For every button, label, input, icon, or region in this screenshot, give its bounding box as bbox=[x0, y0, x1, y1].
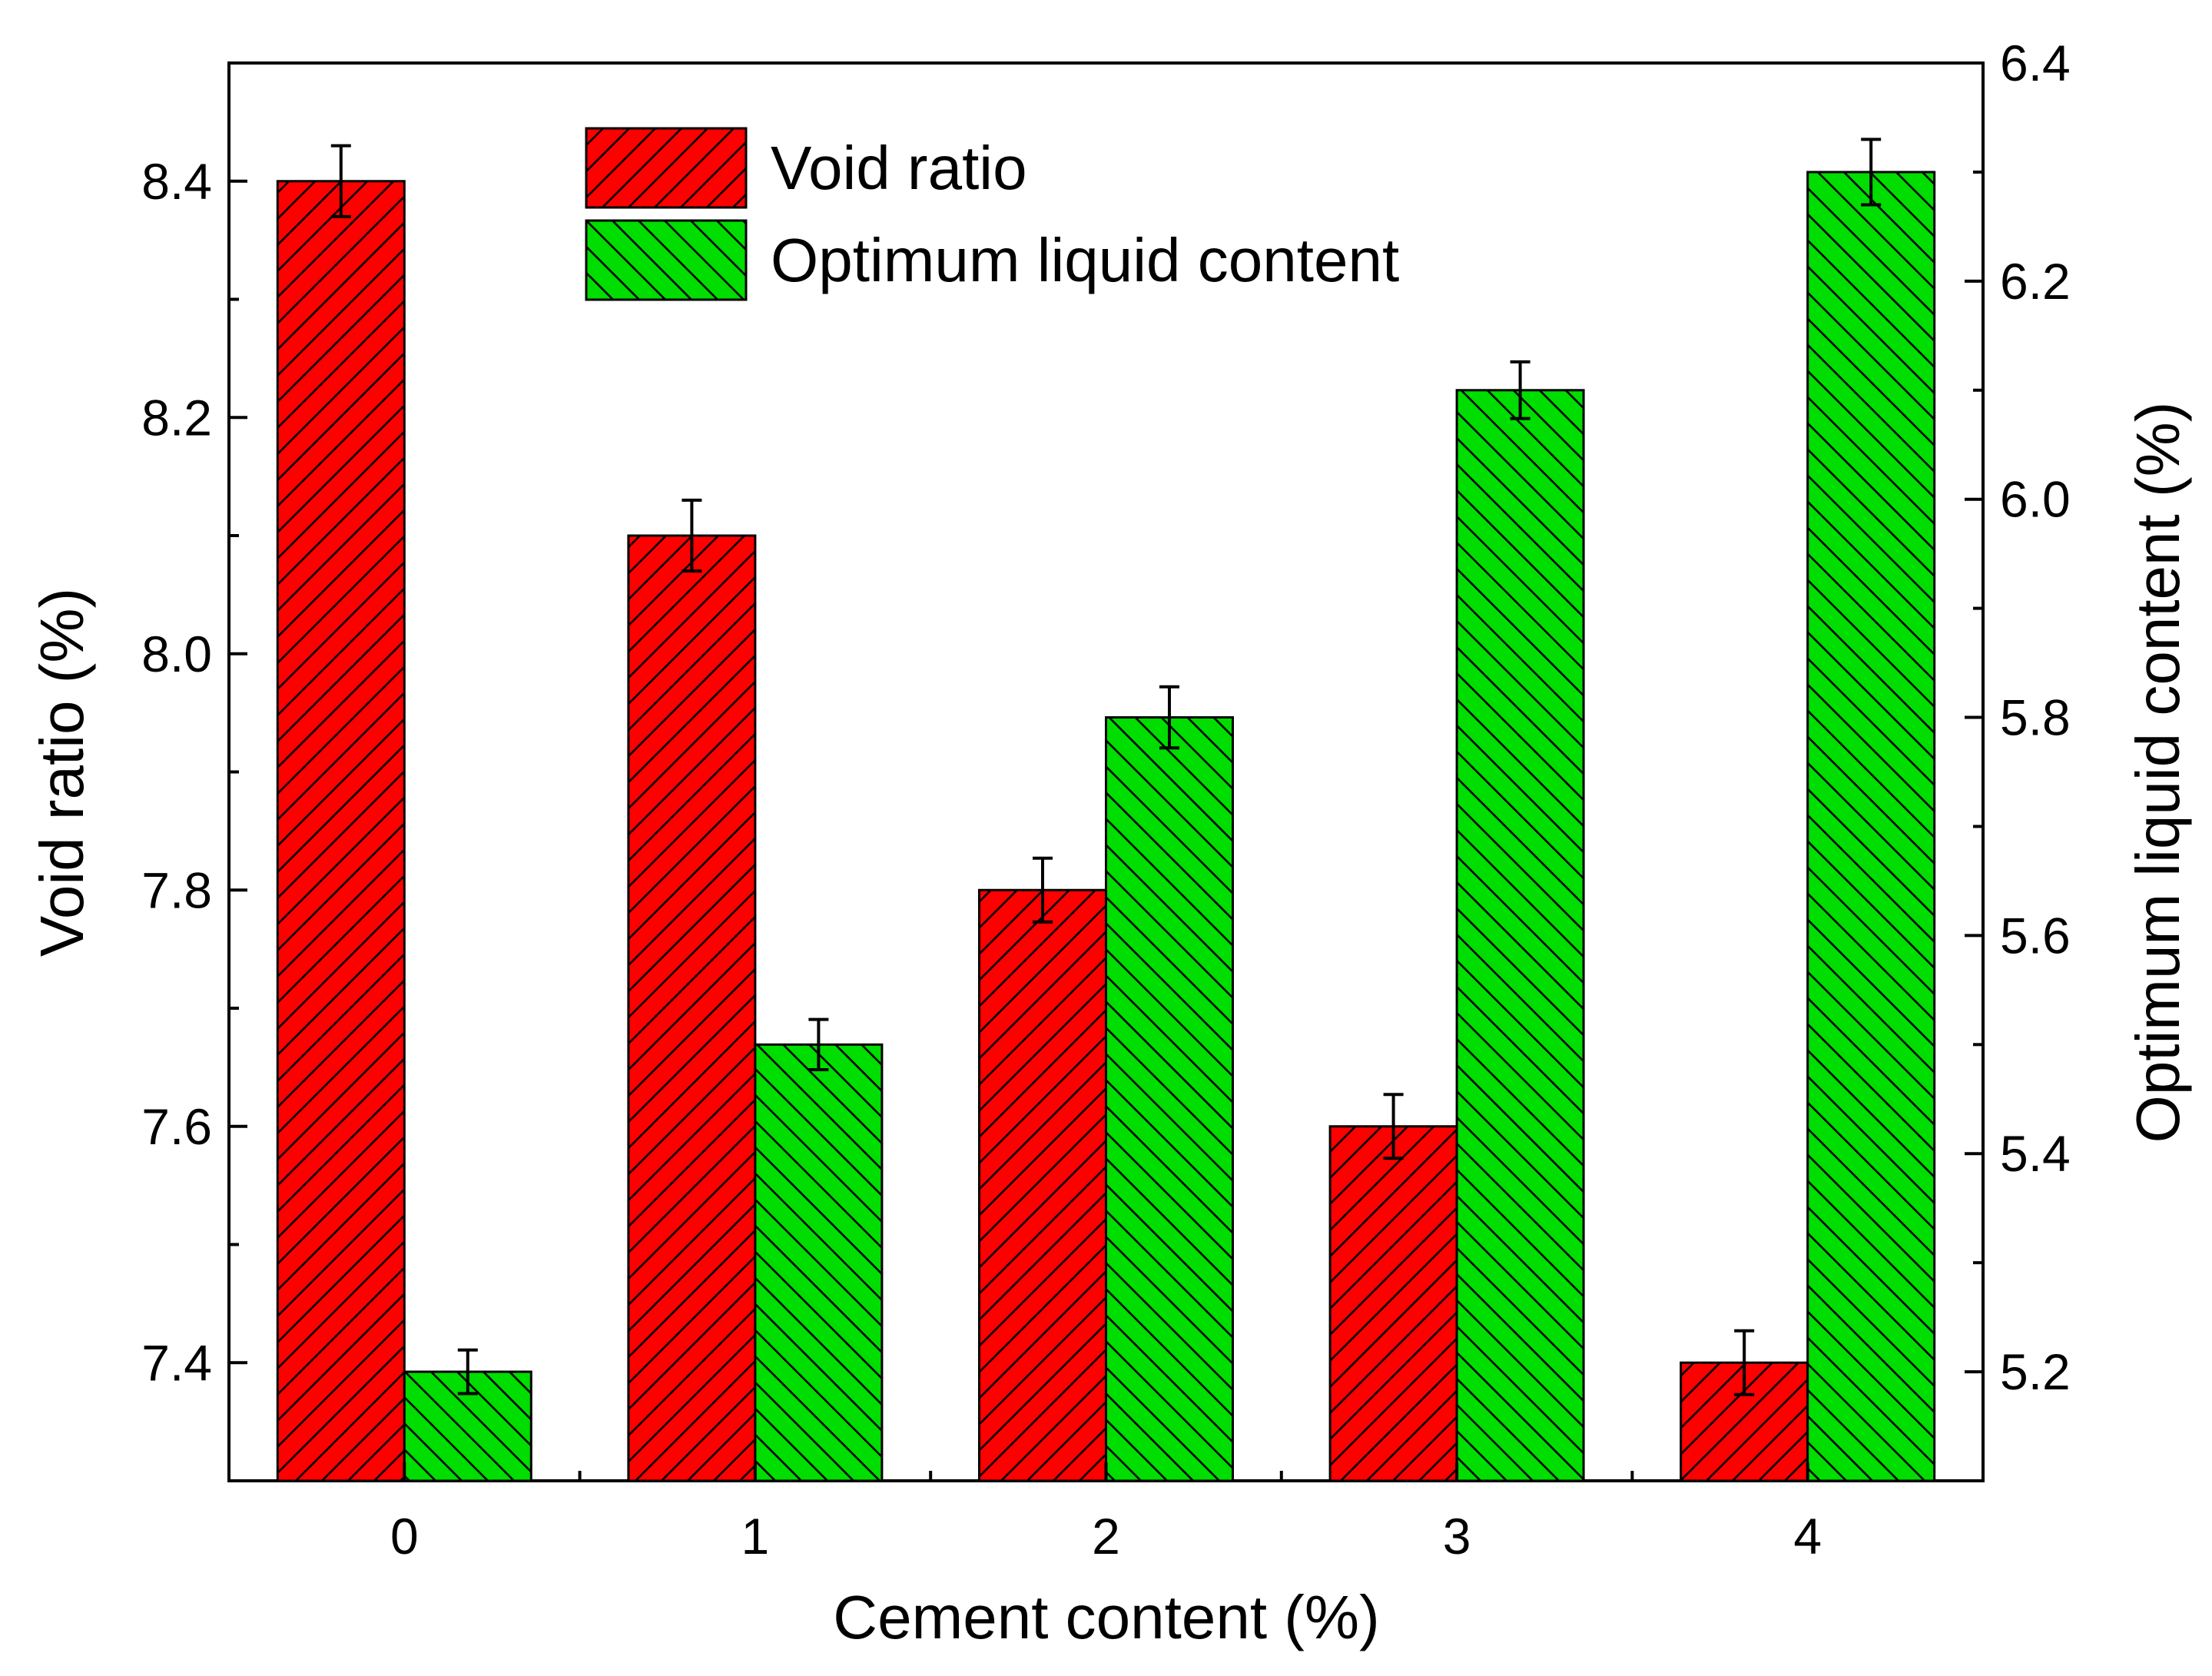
left-tick-label: 7.4 bbox=[141, 1334, 212, 1391]
right-axis: 5.2 5.4 5.6 5.8 6.0 6.2 6.4 bbox=[1965, 35, 2071, 1400]
bar-optimum-liquid-content-2 bbox=[1105, 716, 1234, 1482]
bar-hatch bbox=[276, 180, 406, 1482]
legend-label-optimum-liquid-content: Optimum liquid content bbox=[771, 226, 1399, 294]
left-tick-label: 8.4 bbox=[141, 153, 212, 210]
bar-void-ratio-2 bbox=[978, 888, 1107, 1482]
x-tick-label: 0 bbox=[390, 1508, 419, 1565]
x-tick-label: 1 bbox=[741, 1508, 770, 1565]
legend-swatch-hatch-void-ratio bbox=[585, 127, 748, 209]
bar-hatch bbox=[1455, 389, 1585, 1482]
left-tick-label: 8.0 bbox=[141, 626, 212, 682]
error-bar-void-ratio-0 bbox=[330, 144, 351, 218]
bar-optimum-liquid-content-1 bbox=[754, 1043, 884, 1482]
left-axis-title: Void ratio (%) bbox=[28, 588, 96, 957]
error-bar-optimum-liquid-content-1 bbox=[808, 1017, 829, 1071]
error-bar-optimum-liquid-content-4 bbox=[1861, 138, 1882, 207]
x-axis: 0 1 2 3 4 bbox=[390, 1462, 1822, 1565]
bar-hatch bbox=[627, 534, 757, 1482]
right-tick-label: 6.2 bbox=[2000, 253, 2071, 310]
bar-optimum-liquid-content-4 bbox=[1806, 171, 1936, 1482]
right-axis-title: Optimum liquid content (%) bbox=[2124, 402, 2192, 1143]
bar-void-ratio-1 bbox=[627, 534, 757, 1482]
right-tick-label: 5.2 bbox=[2000, 1343, 2071, 1400]
right-tick-label: 6.0 bbox=[2000, 471, 2071, 528]
bar-hatch bbox=[1806, 171, 1936, 1482]
error-bar-void-ratio-1 bbox=[682, 498, 702, 573]
error-bar-optimum-liquid-content-2 bbox=[1159, 685, 1179, 750]
bar-void-ratio-0 bbox=[276, 180, 406, 1482]
right-tick-label: 5.8 bbox=[2000, 689, 2071, 746]
bars-layer bbox=[276, 171, 1936, 1482]
legend: Void ratio Optimum liquid content bbox=[585, 127, 1399, 301]
x-tick-label: 2 bbox=[1092, 1508, 1120, 1565]
bar-optimum-liquid-content-3 bbox=[1455, 389, 1585, 1482]
bar-hatch bbox=[1105, 716, 1234, 1482]
bar-void-ratio-3 bbox=[1328, 1125, 1458, 1482]
left-tick-label: 7.8 bbox=[141, 861, 212, 918]
error-bar-void-ratio-2 bbox=[1033, 856, 1053, 924]
right-tick-label: 6.4 bbox=[2000, 35, 2071, 91]
errorbars-layer bbox=[330, 138, 1882, 1396]
error-bar-optimum-liquid-content-0 bbox=[457, 1348, 478, 1396]
error-bar-void-ratio-4 bbox=[1734, 1329, 1755, 1396]
bar-hatch bbox=[754, 1043, 884, 1482]
right-tick-label: 5.4 bbox=[2000, 1125, 2071, 1182]
x-tick-label: 3 bbox=[1443, 1508, 1471, 1565]
error-bar-optimum-liquid-content-3 bbox=[1510, 360, 1530, 420]
legend-label-void-ratio: Void ratio bbox=[771, 134, 1027, 202]
left-axis: 7.4 7.6 7.8 8.0 8.2 8.4 bbox=[141, 61, 247, 1391]
legend-swatch-hatch-optimum-liquid-content bbox=[585, 219, 748, 301]
bar-hatch bbox=[978, 888, 1107, 1482]
left-tick-label: 7.6 bbox=[141, 1098, 212, 1155]
x-tick-label: 4 bbox=[1793, 1508, 1822, 1565]
left-tick-label: 8.2 bbox=[141, 389, 212, 446]
x-axis-title: Cement content (%) bbox=[833, 1583, 1379, 1651]
right-tick-label: 5.6 bbox=[2000, 907, 2071, 964]
bar-hatch bbox=[1328, 1125, 1458, 1482]
error-bar-void-ratio-3 bbox=[1383, 1093, 1404, 1160]
